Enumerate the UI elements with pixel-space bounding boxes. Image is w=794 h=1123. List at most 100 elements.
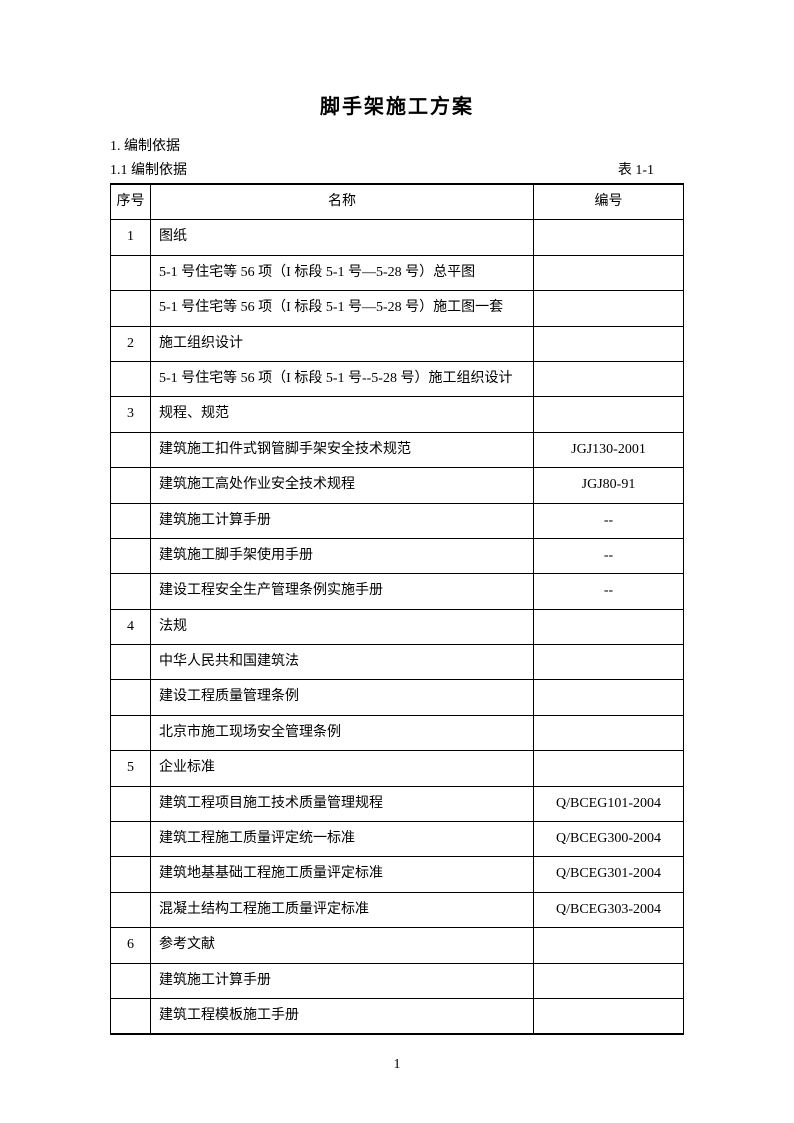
header-name: 名称 bbox=[151, 184, 534, 220]
cell-name: 5-1 号住宅等 56 项（I 标段 5-1 号--5-28 号）施工组织设计 bbox=[151, 361, 534, 396]
cell-seq bbox=[111, 963, 151, 998]
cell-code bbox=[534, 645, 684, 680]
cell-seq bbox=[111, 538, 151, 573]
table-row: 3规程、规范 bbox=[111, 397, 684, 432]
cell-seq bbox=[111, 998, 151, 1034]
cell-code bbox=[534, 963, 684, 998]
table-row: 建筑工程模板施工手册 bbox=[111, 998, 684, 1034]
cell-seq: 2 bbox=[111, 326, 151, 361]
table-row: 建筑施工计算手册-- bbox=[111, 503, 684, 538]
table-row: 建筑施工脚手架使用手册-- bbox=[111, 538, 684, 573]
cell-code bbox=[534, 255, 684, 290]
table-row: 4法规 bbox=[111, 609, 684, 644]
cell-name: 建筑地基基础工程施工质量评定标准 bbox=[151, 857, 534, 892]
cell-code bbox=[534, 928, 684, 963]
cell-code bbox=[534, 326, 684, 361]
table-number-label: 表 1-1 bbox=[618, 159, 684, 179]
cell-code: -- bbox=[534, 503, 684, 538]
cell-name: 建设工程质量管理条例 bbox=[151, 680, 534, 715]
cell-name: 建筑施工高处作业安全技术规程 bbox=[151, 468, 534, 503]
cell-name: 建筑工程模板施工手册 bbox=[151, 998, 534, 1034]
cell-seq: 5 bbox=[111, 751, 151, 786]
table-row: 5-1 号住宅等 56 项（I 标段 5-1 号--5-28 号）施工组织设计 bbox=[111, 361, 684, 396]
cell-code: Q/BCEG303-2004 bbox=[534, 892, 684, 927]
cell-code: Q/BCEG300-2004 bbox=[534, 822, 684, 857]
cell-name: 法规 bbox=[151, 609, 534, 644]
section-1-1-label: 1.1 编制依据 bbox=[110, 159, 618, 179]
cell-seq bbox=[111, 857, 151, 892]
page-number: 1 bbox=[0, 1057, 794, 1073]
cell-name: 5-1 号住宅等 56 项（I 标段 5-1 号—5-28 号）总平图 bbox=[151, 255, 534, 290]
basis-table: 序号 名称 编号 1图纸 5-1 号住宅等 56 项（I 标段 5-1 号—5-… bbox=[110, 183, 684, 1035]
cell-name: 施工组织设计 bbox=[151, 326, 534, 361]
table-row: 5-1 号住宅等 56 项（I 标段 5-1 号—5-28 号）施工图一套 bbox=[111, 291, 684, 326]
cell-code: -- bbox=[534, 538, 684, 573]
cell-seq: 4 bbox=[111, 609, 151, 644]
table-row: 混凝土结构工程施工质量评定标准Q/BCEG303-2004 bbox=[111, 892, 684, 927]
cell-seq bbox=[111, 822, 151, 857]
cell-name: 企业标准 bbox=[151, 751, 534, 786]
cell-seq bbox=[111, 645, 151, 680]
cell-name: 建筑工程项目施工技术质量管理规程 bbox=[151, 786, 534, 821]
cell-seq: 3 bbox=[111, 397, 151, 432]
table-row: 建筑工程项目施工技术质量管理规程Q/BCEG101-2004 bbox=[111, 786, 684, 821]
table-row: 6参考文献 bbox=[111, 928, 684, 963]
cell-name: 图纸 bbox=[151, 220, 534, 255]
cell-code bbox=[534, 397, 684, 432]
table-row: 建筑施工计算手册 bbox=[111, 963, 684, 998]
cell-seq: 6 bbox=[111, 928, 151, 963]
cell-code bbox=[534, 998, 684, 1034]
cell-name: 建筑施工计算手册 bbox=[151, 963, 534, 998]
table-row: 建设工程质量管理条例 bbox=[111, 680, 684, 715]
document-title: 脚手架施工方案 bbox=[110, 90, 684, 119]
cell-name: 5-1 号住宅等 56 项（I 标段 5-1 号—5-28 号）施工图一套 bbox=[151, 291, 534, 326]
cell-name: 建筑施工计算手册 bbox=[151, 503, 534, 538]
table-row: 北京市施工现场安全管理条例 bbox=[111, 715, 684, 750]
cell-code bbox=[534, 751, 684, 786]
cell-code bbox=[534, 715, 684, 750]
cell-seq bbox=[111, 432, 151, 467]
cell-name: 建筑施工扣件式钢管脚手架安全技术规范 bbox=[151, 432, 534, 467]
cell-name: 北京市施工现场安全管理条例 bbox=[151, 715, 534, 750]
cell-name: 参考文献 bbox=[151, 928, 534, 963]
table-row: 建筑施工高处作业安全技术规程JGJ80-91 bbox=[111, 468, 684, 503]
cell-seq bbox=[111, 574, 151, 609]
cell-seq: 1 bbox=[111, 220, 151, 255]
section-1-header: 1. 编制依据 bbox=[110, 135, 684, 155]
header-code: 编号 bbox=[534, 184, 684, 220]
cell-seq bbox=[111, 786, 151, 821]
cell-code bbox=[534, 291, 684, 326]
cell-code: JGJ130-2001 bbox=[534, 432, 684, 467]
cell-seq bbox=[111, 503, 151, 538]
cell-name: 规程、规范 bbox=[151, 397, 534, 432]
table-row: 建筑工程施工质量评定统一标准Q/BCEG300-2004 bbox=[111, 822, 684, 857]
table-row: 建筑地基基础工程施工质量评定标准Q/BCEG301-2004 bbox=[111, 857, 684, 892]
table-row: 建筑施工扣件式钢管脚手架安全技术规范JGJ130-2001 bbox=[111, 432, 684, 467]
cell-code: JGJ80-91 bbox=[534, 468, 684, 503]
cell-code bbox=[534, 361, 684, 396]
cell-seq bbox=[111, 291, 151, 326]
cell-name: 中华人民共和国建筑法 bbox=[151, 645, 534, 680]
cell-name: 建设工程安全生产管理条例实施手册 bbox=[151, 574, 534, 609]
subsection-row: 1.1 编制依据 表 1-1 bbox=[110, 159, 684, 179]
cell-name: 建筑工程施工质量评定统一标准 bbox=[151, 822, 534, 857]
cell-code bbox=[534, 220, 684, 255]
cell-seq bbox=[111, 680, 151, 715]
cell-code bbox=[534, 680, 684, 715]
table-row: 1图纸 bbox=[111, 220, 684, 255]
cell-code: Q/BCEG301-2004 bbox=[534, 857, 684, 892]
table-row: 5企业标准 bbox=[111, 751, 684, 786]
cell-code: -- bbox=[534, 574, 684, 609]
cell-seq bbox=[111, 255, 151, 290]
cell-seq bbox=[111, 715, 151, 750]
table-header-row: 序号 名称 编号 bbox=[111, 184, 684, 220]
cell-code bbox=[534, 609, 684, 644]
cell-seq bbox=[111, 361, 151, 396]
table-row: 5-1 号住宅等 56 项（I 标段 5-1 号—5-28 号）总平图 bbox=[111, 255, 684, 290]
table-row: 2施工组织设计 bbox=[111, 326, 684, 361]
cell-seq bbox=[111, 468, 151, 503]
table-row: 建设工程安全生产管理条例实施手册-- bbox=[111, 574, 684, 609]
table-row: 中华人民共和国建筑法 bbox=[111, 645, 684, 680]
cell-seq bbox=[111, 892, 151, 927]
cell-name: 混凝土结构工程施工质量评定标准 bbox=[151, 892, 534, 927]
